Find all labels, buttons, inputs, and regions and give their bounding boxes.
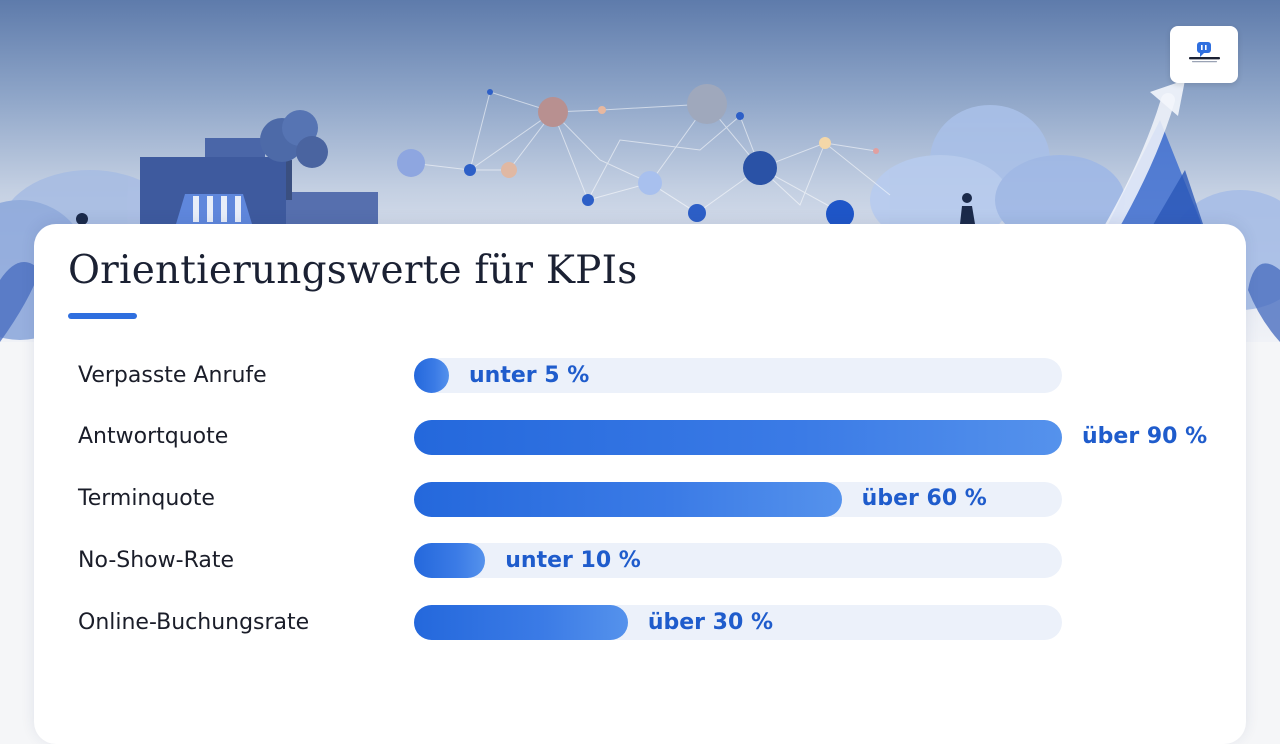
kpi-bar-track	[414, 543, 1062, 579]
kpi-bar	[414, 358, 449, 393]
kpi-value-label: über 90 %	[1082, 424, 1208, 450]
kpi-bar-track	[414, 358, 1062, 393]
kpi-label: No-Show-Rate	[78, 547, 235, 573]
kpi-bar	[414, 481, 842, 517]
kpi-value-label: unter 10 %	[505, 547, 641, 573]
kpi-label: Antwortquote	[78, 424, 229, 450]
page-title: Orientierungswerte für KPIs	[68, 248, 638, 293]
chat-bubble-logo-icon	[1189, 42, 1220, 63]
kpi-bar	[414, 605, 628, 640]
kpi-bar	[414, 419, 1062, 455]
kpi-label: Online-Buchungsrate	[78, 609, 310, 635]
title-accent-underline	[68, 313, 137, 319]
kpi-value-label: über 60 %	[861, 486, 987, 511]
logo-badge	[1170, 26, 1238, 83]
kpi-label: Verpasste Anrufe	[78, 362, 267, 388]
kpi-value-label: über 30 %	[647, 609, 773, 635]
kpi-value-label: unter 5 %	[469, 362, 590, 388]
kpi-bar	[414, 543, 486, 579]
kpi-label: Terminquote	[78, 486, 215, 511]
